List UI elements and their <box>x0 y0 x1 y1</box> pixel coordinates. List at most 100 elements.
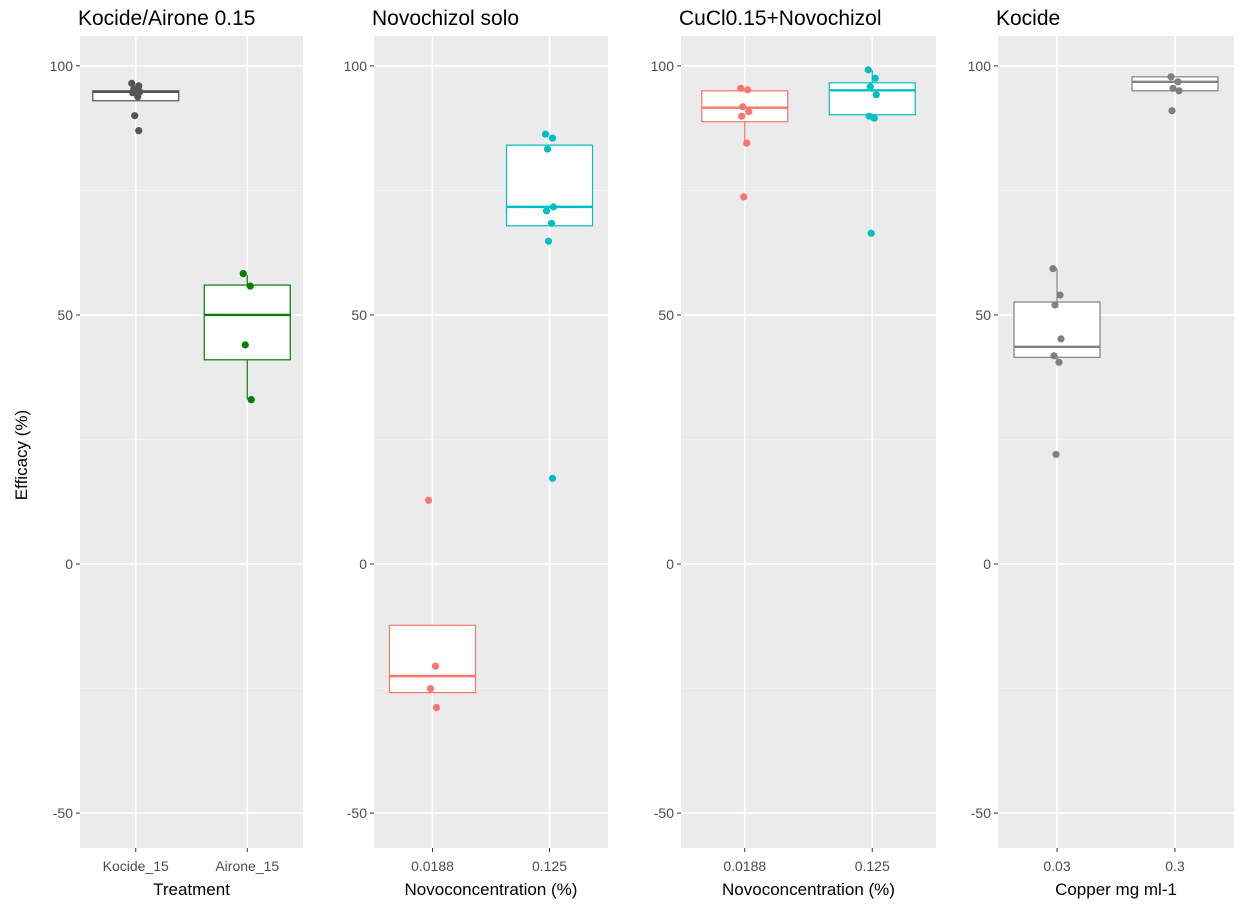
data-point <box>246 282 254 290</box>
data-point <box>1055 358 1063 366</box>
data-point <box>871 74 879 82</box>
data-point <box>239 270 247 278</box>
box-0.0188 <box>388 496 477 712</box>
y-axis-label: Efficacy (%) <box>12 410 31 500</box>
y-tick-label: -50 <box>971 805 991 821</box>
panel-background <box>80 36 303 848</box>
y-tick-label: 50 <box>351 307 367 323</box>
y-tick-label: -50 <box>53 805 73 821</box>
panel-3: -50 0 50 100 0.0188 0.125 CuCl0.15+Novochizol N… <box>651 7 936 899</box>
data-point <box>1167 73 1175 81</box>
panel-title: Kocide <box>996 7 1060 30</box>
panel-1: -50 0 50 100 Kocide_15 Airone_15 Kocide/Airone… <box>50 7 303 899</box>
x-tick-label: 0.0188 <box>411 858 454 874</box>
data-point <box>544 237 553 245</box>
data-point <box>129 89 137 97</box>
data-point <box>241 341 249 349</box>
data-point <box>549 203 558 211</box>
data-point <box>543 145 552 153</box>
data-point <box>131 112 139 120</box>
x-tick-label: 0.125 <box>532 858 567 874</box>
data-point <box>542 207 551 215</box>
data-point <box>739 103 747 111</box>
box-iqr <box>505 144 594 227</box>
box-iqr <box>1013 301 1101 358</box>
y-tick-label: 0 <box>666 556 674 572</box>
data-point <box>432 703 441 712</box>
data-point <box>864 66 872 74</box>
x-axis-label: Treatment <box>153 880 230 899</box>
y-tick-label: 0 <box>983 556 991 572</box>
y-tick-label: 100 <box>968 58 992 74</box>
data-point <box>737 84 745 92</box>
x-tick-label: 0.125 <box>855 858 890 874</box>
data-point <box>740 193 748 201</box>
data-point <box>745 108 753 116</box>
data-point <box>870 114 878 122</box>
box-0.03 <box>1013 265 1101 459</box>
data-point <box>548 134 557 142</box>
data-point <box>1174 78 1182 86</box>
panel-title: Kocide/Airone 0.15 <box>78 7 255 30</box>
data-point <box>426 684 435 693</box>
panel-background <box>998 36 1234 848</box>
y-tick-label: 50 <box>975 307 991 323</box>
data-point <box>1051 301 1059 309</box>
box-iqr <box>388 624 477 694</box>
box-0.125 <box>828 66 916 237</box>
data-point <box>872 91 880 99</box>
y-tick-label: 50 <box>658 307 674 323</box>
x-tick-label: 0.0188 <box>723 858 766 874</box>
data-point <box>1050 352 1058 360</box>
box-0.0188 <box>701 84 789 201</box>
data-point <box>1052 450 1060 459</box>
x-tick-label: 0.03 <box>1043 858 1070 874</box>
y-tick-label: 100 <box>50 58 74 74</box>
data-point <box>1169 84 1177 92</box>
y-tick-label: 0 <box>65 556 73 572</box>
data-point <box>738 112 746 120</box>
y-tick-label: 0 <box>359 556 367 572</box>
panel-background <box>681 36 936 848</box>
box-Airone_15 <box>203 270 291 404</box>
data-point <box>866 83 874 91</box>
data-point <box>541 130 550 138</box>
x-tick-label: Airone_15 <box>215 858 279 874</box>
data-point <box>431 662 440 670</box>
data-point <box>135 127 143 135</box>
box-0.3 <box>1131 73 1219 115</box>
data-point <box>1049 265 1057 273</box>
y-tick-label: -50 <box>347 805 367 821</box>
x-axis-label: Copper mg ml-1 <box>1055 880 1177 899</box>
data-point <box>548 474 557 482</box>
data-point <box>247 396 255 404</box>
x-axis-label: Novoconcentration (%) <box>405 880 578 899</box>
data-point <box>743 139 751 147</box>
data-point <box>134 93 142 101</box>
panel-title: Novochizol solo <box>372 7 519 30</box>
data-point <box>424 496 433 504</box>
x-axis-label: Novoconcentration (%) <box>722 880 895 899</box>
box-Kocide_15 <box>92 79 180 135</box>
data-point <box>1057 335 1065 343</box>
data-point <box>128 79 136 87</box>
y-tick-label: -50 <box>654 805 674 821</box>
panel-2: -50 0 50 100 0.0188 0.125 Novochizol solo Novoc… <box>344 7 608 899</box>
y-tick-label: 50 <box>57 307 73 323</box>
x-tick-label: Kocide_15 <box>103 858 169 874</box>
data-point <box>1175 87 1183 95</box>
panel-title: CuCl0.15+Novochizol <box>679 7 882 30</box>
data-point <box>547 219 556 227</box>
box-0.125 <box>505 130 594 482</box>
x-tick-label: 0.3 <box>1165 858 1185 874</box>
y-tick-label: 100 <box>651 58 675 74</box>
data-point <box>1056 291 1064 299</box>
data-point <box>867 229 875 237</box>
data-point <box>135 82 143 90</box>
y-tick-label: 100 <box>344 58 368 74</box>
box-iqr <box>203 284 291 361</box>
data-point <box>1168 107 1176 115</box>
data-point <box>744 86 752 94</box>
panel-4: -50 0 50 100 0.03 0.3 Kocide Copper mg ml-1 <box>968 7 1234 899</box>
